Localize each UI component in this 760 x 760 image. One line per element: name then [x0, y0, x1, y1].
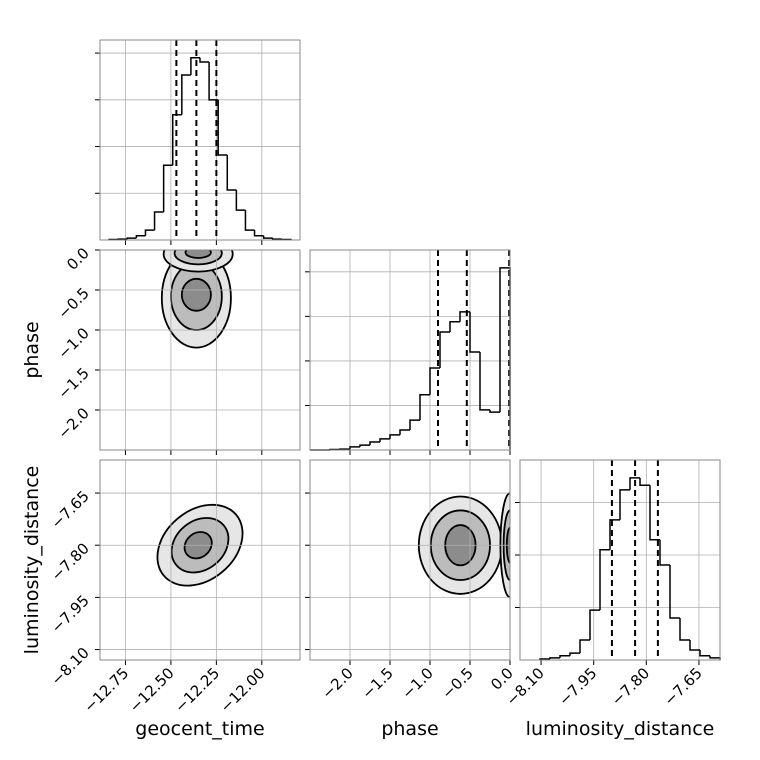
y-tick-label: 0.0: [63, 244, 93, 274]
y-tick-label: −2.0: [54, 404, 92, 442]
histogram-bin: [439, 331, 450, 369]
histogram-bin: [659, 539, 670, 566]
histogram-bin: [349, 446, 360, 450]
histogram-bin: [489, 409, 500, 413]
y-tick-label: −1.0: [54, 324, 92, 362]
histogram-bin: [171, 114, 182, 166]
histogram-bin: [379, 438, 390, 442]
histogram-bin: [253, 230, 264, 237]
histogram-bin: [389, 434, 400, 439]
histogram-bin: [235, 190, 246, 211]
x-tick-label: −12.50: [126, 664, 178, 716]
contour: [184, 250, 212, 259]
panel-frame: [99, 249, 301, 451]
x-axis-label: phase: [381, 718, 438, 740]
histogram-bin: [579, 639, 590, 654]
histogram-bin: [459, 311, 470, 322]
histogram-bin: [271, 238, 282, 240]
x-tick-label: −12.00: [217, 664, 269, 716]
x-tick-label: −12.75: [80, 664, 132, 716]
panel-frame: [99, 459, 301, 661]
y-tick-label: −7.95: [48, 591, 93, 636]
histogram-bin: [190, 57, 200, 76]
histogram-bin: [226, 154, 237, 191]
x-axis-label: luminosity_distance: [526, 718, 715, 740]
histogram-bin: [359, 444, 370, 447]
histogram-bin: [208, 61, 219, 101]
histogram-bin: [569, 652, 580, 656]
histogram-bin: [479, 352, 490, 411]
x-tick-label: −2.0: [318, 664, 356, 702]
histogram-bin: [559, 655, 570, 658]
histogram-bin: [669, 564, 680, 619]
x-tick-label: −7.80: [608, 664, 653, 709]
histogram-bin: [153, 211, 164, 231]
histogram-bin: [419, 394, 430, 421]
histogram-bin: [181, 74, 191, 115]
histogram-bin: [262, 235, 273, 239]
histogram-bin: [699, 650, 710, 657]
histogram-bin: [409, 419, 420, 430]
histogram-bin: [162, 164, 173, 212]
histogram-bin: [449, 320, 460, 332]
histogram-bin: [135, 235, 146, 239]
histogram-bin: [469, 311, 480, 353]
histogram-bin: [549, 657, 560, 659]
x-tick-label: −7.95: [555, 664, 600, 709]
histogram-bin: [144, 229, 155, 236]
y-tick-label: −8.10: [48, 644, 93, 689]
histogram-bin: [369, 441, 380, 446]
panel-frame: [519, 459, 721, 661]
x-tick-label: −1.0: [398, 664, 436, 702]
histogram-bin: [599, 549, 610, 611]
x-tick-label: −1.5: [358, 664, 396, 702]
x-axis-label: geocent_time: [135, 718, 264, 740]
histogram-bin: [629, 477, 640, 490]
x-tick-label: −12.25: [171, 664, 223, 716]
y-axis-label: luminosity_distance: [21, 466, 43, 655]
panel-frame: [309, 459, 511, 661]
histogram-bin: [639, 477, 650, 486]
histogram-bin: [217, 99, 228, 156]
histogram-bin: [589, 609, 600, 641]
histogram-bin: [689, 640, 700, 651]
panel-frame: [99, 39, 301, 241]
histogram-bin: [244, 210, 255, 231]
histogram-bin: [679, 618, 690, 641]
histogram-bin: [126, 237, 137, 240]
histogram-bin: [709, 655, 721, 660]
y-axis-label: phase: [21, 321, 43, 378]
histogram-bin: [429, 367, 440, 395]
x-tick-label: −7.65: [661, 664, 706, 709]
y-tick-label: −1.5: [54, 364, 92, 402]
histogram-bin: [399, 429, 410, 435]
x-tick-label: −0.5: [438, 664, 476, 702]
histogram-bin: [619, 489, 630, 520]
panel-frame: [309, 249, 511, 451]
y-tick-label: −7.80: [48, 539, 93, 584]
histogram-bin: [199, 57, 210, 63]
panel: [160, 250, 234, 349]
histogram-bin: [649, 485, 660, 541]
histogram-bin: [609, 519, 620, 550]
y-tick-label: −7.65: [48, 487, 93, 532]
contour: [180, 277, 212, 312]
y-tick-label: −0.5: [54, 284, 92, 322]
